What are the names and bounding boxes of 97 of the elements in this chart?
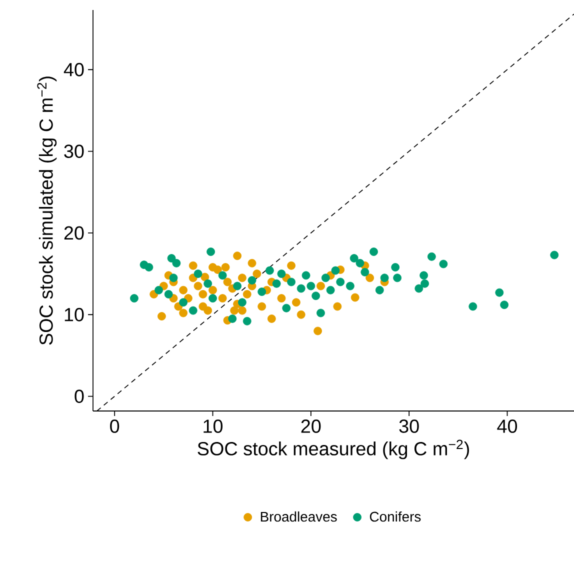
point [169,274,178,282]
point [218,294,227,302]
point [228,314,237,323]
point [188,261,198,270]
point [198,290,208,298]
point [248,258,256,268]
point [350,293,360,302]
point [420,279,429,288]
point [360,268,370,276]
point [194,282,202,290]
x-tick-label: 20 [301,420,321,433]
point [208,263,217,272]
point [326,286,335,294]
point [265,266,274,275]
point [277,294,286,302]
point [242,290,252,298]
point [321,274,330,282]
point [296,310,306,319]
point [204,279,212,288]
legend-label: Conifers [370,511,421,522]
point [233,282,242,290]
point [167,254,176,262]
point [314,326,322,336]
y-axis-title: SOC stock simulated (kg C m$^{−2}$) [37,76,57,345]
point [393,274,402,282]
point [188,306,198,315]
point [238,306,246,315]
point [242,316,252,326]
point [500,300,509,310]
point [218,271,227,280]
point [258,302,266,311]
point [414,284,424,293]
point [179,298,188,307]
point [267,314,276,323]
point [179,286,188,294]
point [272,279,281,288]
point [204,306,212,315]
point [420,271,428,280]
point [258,288,266,296]
point [233,252,242,260]
point [238,274,246,282]
point [316,282,325,290]
point [306,282,316,290]
point [427,252,436,261]
point [380,274,389,282]
point [350,254,358,262]
point [375,286,384,294]
point [282,304,291,312]
point [154,286,163,294]
x-tick-label: 10 [204,420,223,433]
point [336,278,345,286]
legend-label: Broadleaves [260,511,337,522]
point [366,274,374,282]
x-axis-title: SOC stock measured (kg C m$^{−2}$) [198,440,469,460]
point [292,298,300,307]
point [208,294,217,302]
point [439,260,448,268]
point [287,278,296,286]
point [194,270,202,278]
y-tick-label: 10 [64,308,84,322]
point [230,306,239,315]
point [312,292,320,300]
point [223,278,232,286]
point [252,270,262,278]
point [331,266,340,275]
point [495,288,504,297]
y-tick-label: 30 [64,144,84,158]
point [333,302,342,311]
point [287,261,296,270]
point [158,312,166,320]
point [130,294,138,302]
point [172,258,181,268]
point [356,258,364,268]
point [248,276,256,285]
x-tick-label: 0 [110,420,120,433]
point [550,250,559,260]
x-tick-label: 30 [399,420,419,433]
y-tick-label: 0 [74,390,84,404]
point [346,282,354,290]
point [200,272,210,282]
point [144,263,154,272]
point [179,308,188,318]
point [208,286,217,294]
point [302,271,310,280]
point [391,263,400,272]
point [316,308,325,318]
point [238,298,246,307]
point [468,302,478,311]
point [164,290,173,298]
y-tick-label: 40 [64,62,84,76]
point [296,284,306,293]
point [221,263,230,272]
point [206,248,215,256]
point [277,270,286,278]
x-tick-label: 40 [497,420,518,433]
y-tick-label: 20 [64,226,84,240]
point [370,248,378,256]
